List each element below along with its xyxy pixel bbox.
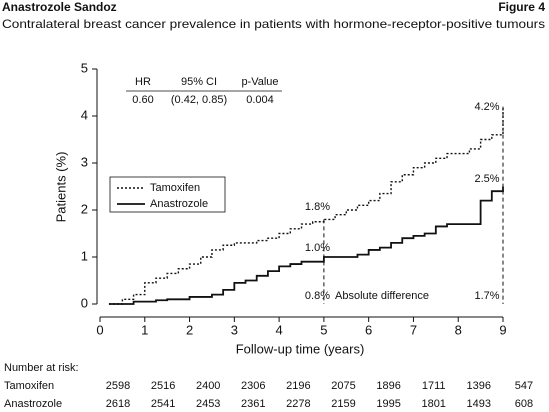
legend-label: Tamoxifen [150, 182, 200, 194]
risk-value: 1396 [467, 380, 491, 392]
y-tick-label: 4 [81, 107, 88, 122]
risk-value: 1995 [376, 398, 400, 410]
figure-label: Figure 4 [498, 0, 545, 14]
x-tick-label: 7 [410, 322, 417, 337]
x-tick-label: 0 [96, 322, 103, 337]
annotation: 1.8% [305, 201, 330, 213]
risk-value: 1711 [422, 380, 446, 392]
risk-value: 2400 [196, 380, 220, 392]
risk-value: 2598 [106, 380, 130, 392]
inset-header: p-Value [241, 76, 278, 88]
x-tick-label: 8 [455, 322, 462, 337]
risk-value: 2075 [331, 380, 355, 392]
risk-name: Anastrozole [4, 398, 62, 410]
risk-value: 1801 [421, 398, 445, 410]
annotation: 2.5% [474, 173, 499, 185]
risk-name: Tamoxifen [4, 380, 54, 392]
x-tick-label: 4 [275, 322, 282, 337]
inset-cell: 0.004 [246, 94, 274, 106]
risk-value: 608 [515, 398, 533, 410]
risk-value: 2516 [151, 380, 175, 392]
y-tick-label: 1 [81, 248, 88, 263]
risk-value: 2306 [241, 380, 265, 392]
risk-value: 2618 [106, 398, 130, 410]
legend-label: Anastrozole [150, 198, 208, 210]
y-tick-label: 3 [81, 154, 88, 169]
risk-value: 2453 [196, 398, 220, 410]
inset-cell: (0.42, 0.85) [171, 94, 227, 106]
series-line [108, 186, 504, 305]
chart-title: Anastrozole Sandoz [2, 0, 117, 14]
annotation: 0.8% [305, 290, 330, 302]
x-tick-label: 1 [141, 322, 148, 337]
x-tick-label: 6 [365, 322, 372, 337]
series-line [108, 106, 504, 305]
annotation: 4.2% [474, 101, 499, 113]
inset-header: 95% CI [181, 76, 217, 88]
y-tick-label: 0 [81, 295, 88, 310]
risk-value: 2361 [241, 398, 265, 410]
y-tick-label: 2 [81, 201, 88, 216]
x-tick-label: 3 [231, 322, 238, 337]
risk-value: 2159 [331, 398, 355, 410]
risk-value: 2278 [286, 398, 310, 410]
x-tick-label: 9 [499, 322, 506, 337]
legend-box [109, 176, 226, 213]
y-axis-label: Patients (%) [53, 152, 68, 223]
risk-value: 1493 [467, 398, 491, 410]
x-tick-label: 2 [186, 322, 193, 337]
y-tick-label: 5 [81, 60, 88, 75]
inset-cell: 0.60 [132, 94, 153, 106]
risk-value: 2196 [286, 380, 310, 392]
risk-title: Number at risk: [4, 362, 79, 374]
risk-value: 547 [515, 380, 533, 392]
x-axis-label: Follow-up time (years) [236, 341, 365, 356]
annotation: 1.7% [474, 290, 499, 302]
x-tick-label: 5 [320, 322, 327, 337]
risk-value: 1896 [376, 380, 400, 392]
risk-value: 2541 [151, 398, 175, 410]
annotation: Absolute difference [335, 290, 429, 302]
chart-subtitle: Contralateral breast cancer prevalence i… [2, 17, 545, 31]
annotation: 1.0% [305, 242, 330, 254]
inset-header: HR [135, 76, 151, 88]
